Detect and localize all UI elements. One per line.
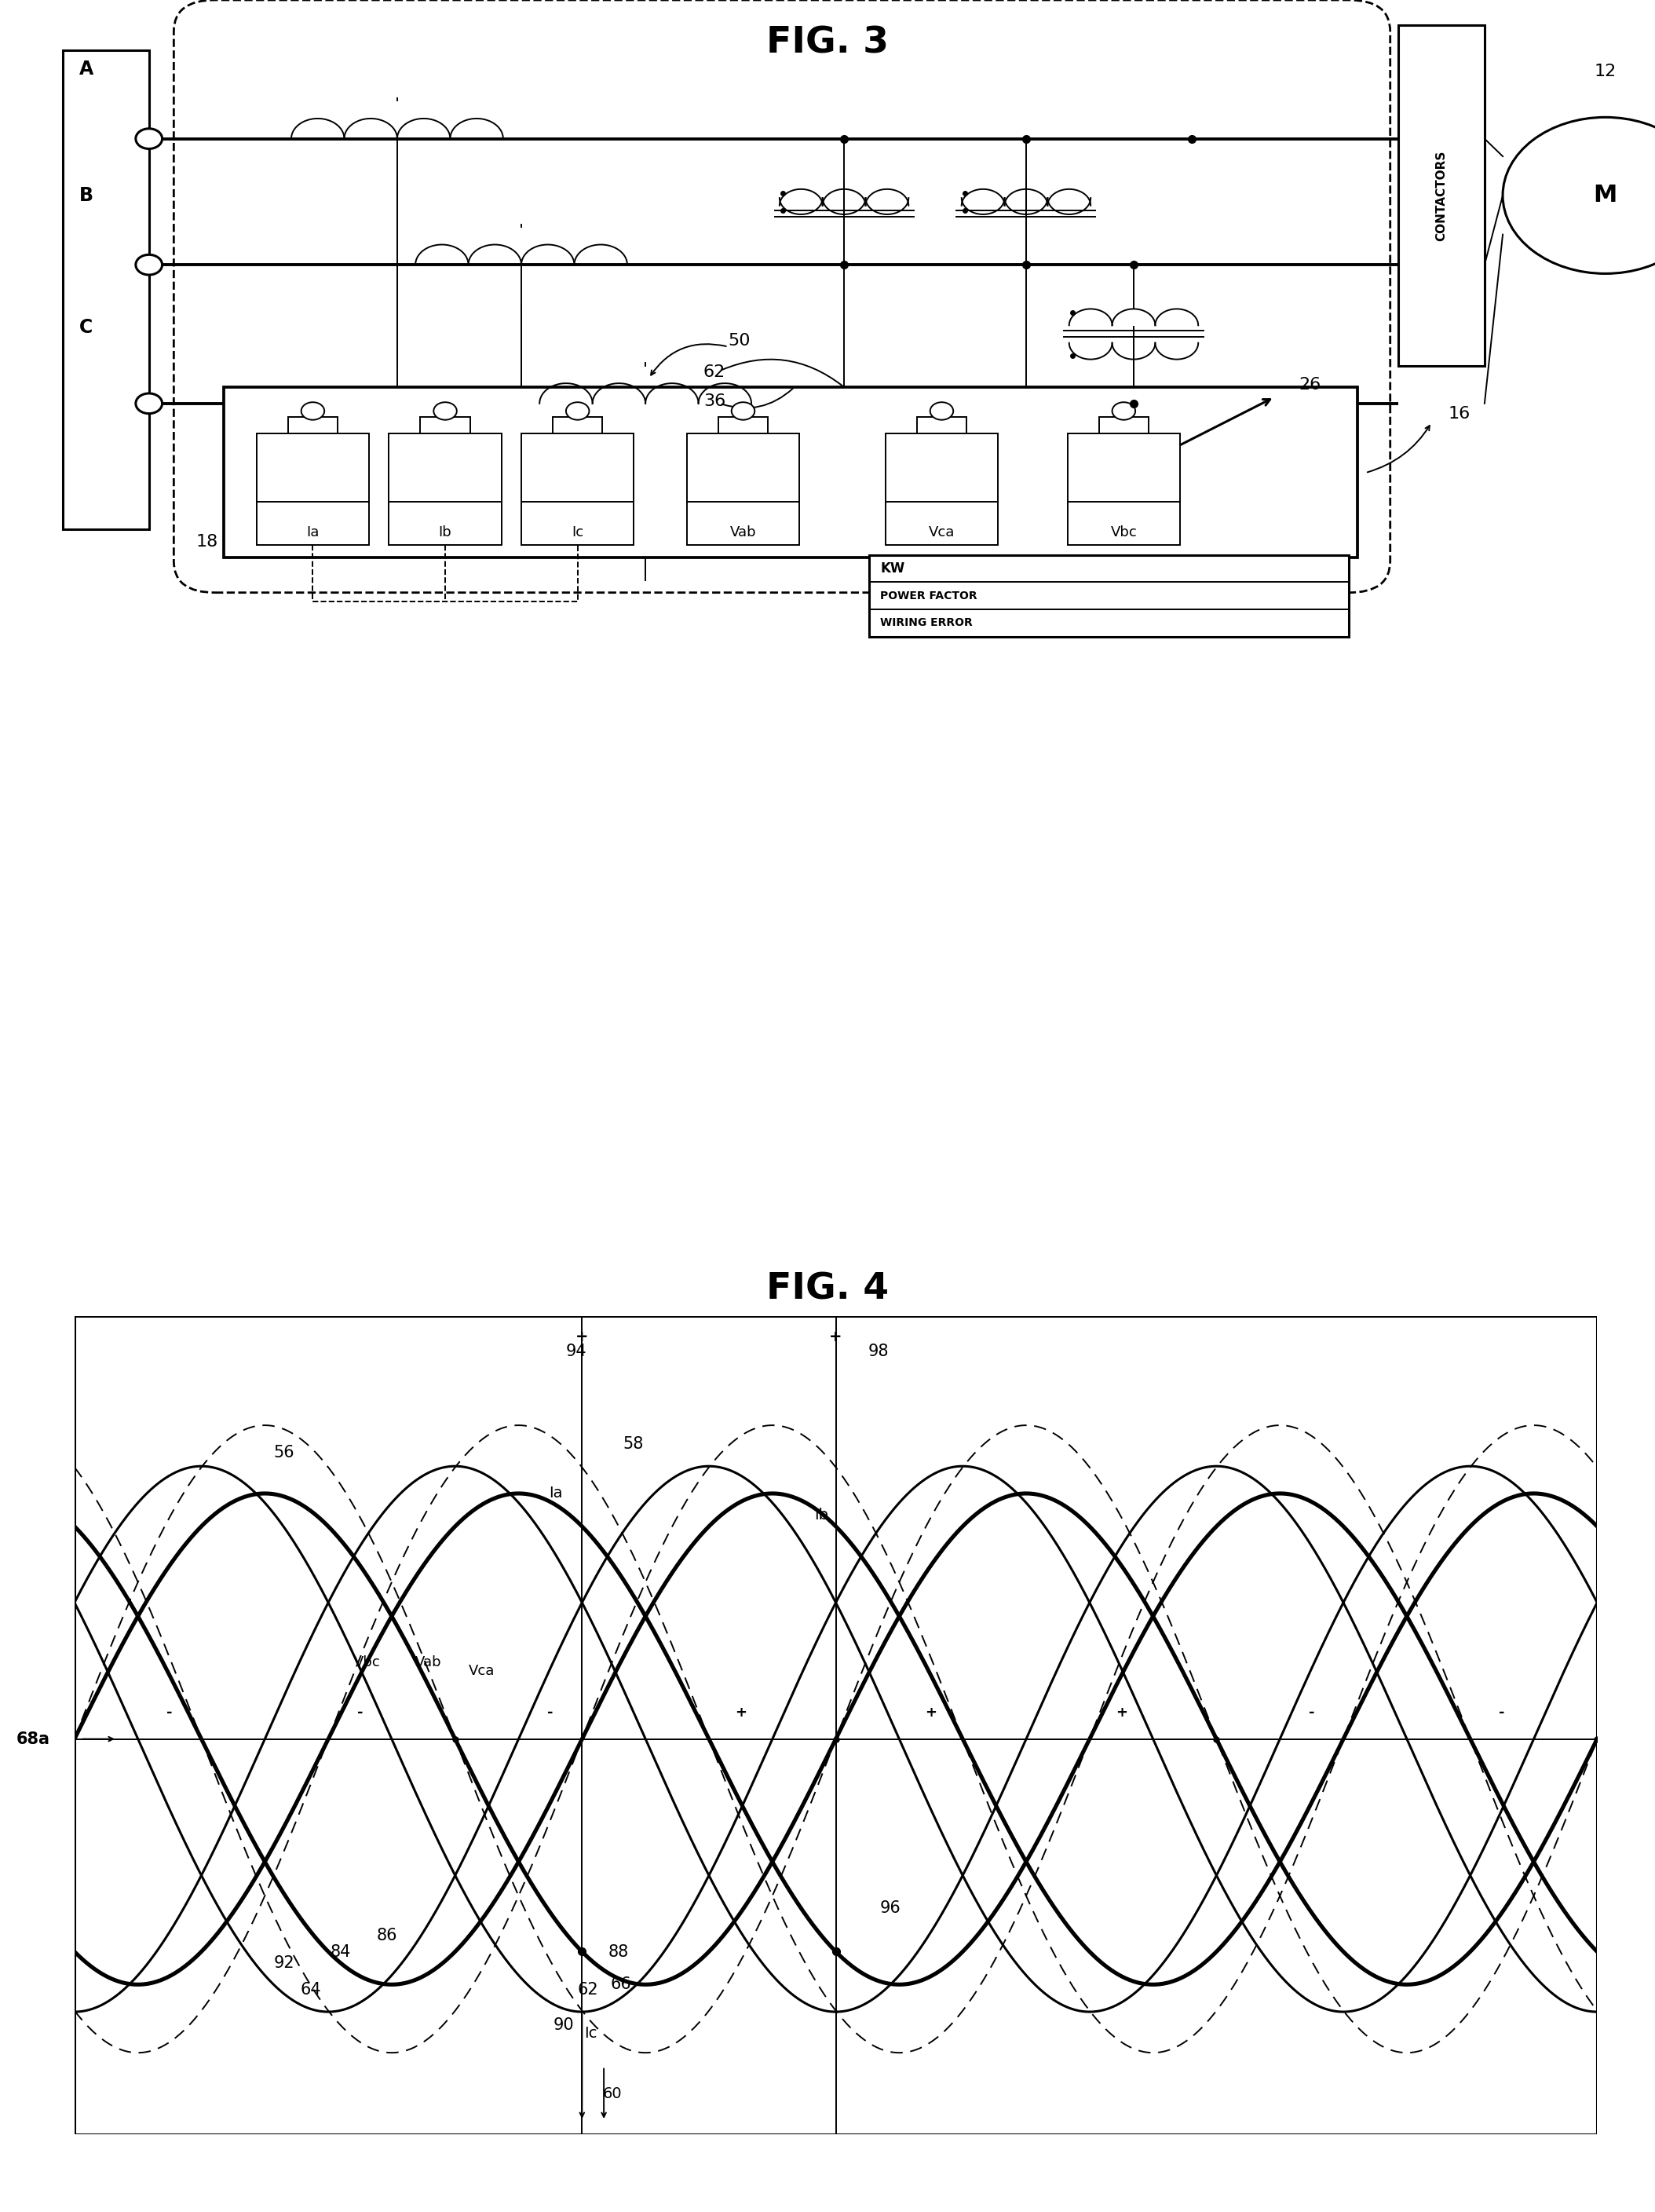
Bar [885,434,998,544]
Text: FIG. 4: FIG. 4 [766,1272,889,1307]
Text: -: - [1309,1705,1314,1721]
Text: Vca: Vca [928,526,955,540]
Text: Vca: Vca [468,1663,495,1679]
Bar [553,418,602,434]
Text: CONTACTORS: CONTACTORS [1435,150,1448,241]
Text: POWER FACTOR: POWER FACTOR [880,591,978,602]
Text: -: - [167,1705,172,1721]
Text: 98: 98 [867,1343,889,1360]
Text: Ia: Ia [548,1486,563,1502]
Circle shape [434,403,457,420]
Text: 16: 16 [1448,405,1470,422]
Text: FIG. 3: FIG. 3 [766,24,889,60]
Text: Ib: Ib [439,526,452,540]
Text: 62: 62 [578,1982,599,1997]
Text: 84: 84 [331,1944,351,1960]
Bar [1067,434,1180,544]
Text: +: + [735,1705,746,1721]
Text: 66: 66 [611,1978,631,1993]
Circle shape [136,128,162,148]
Text: Vbc: Vbc [354,1655,381,1670]
Text: Ic: Ic [584,2026,597,2042]
Text: 90: 90 [553,2017,574,2033]
Text: C: C [79,319,93,336]
Circle shape [136,394,162,414]
Bar [521,434,634,544]
Text: 86: 86 [376,1927,397,1944]
Text: Ia: Ia [306,526,319,540]
Bar [869,555,1349,637]
Circle shape [732,403,755,420]
Bar [718,418,768,434]
Text: Ic: Ic [571,526,584,540]
Text: +: + [1115,1705,1127,1721]
Circle shape [1112,403,1135,420]
Circle shape [136,254,162,274]
Text: +: + [829,1329,842,1345]
Text: -: - [548,1705,553,1721]
Circle shape [301,403,324,420]
Text: Ib: Ib [814,1509,828,1522]
Text: Vbc: Vbc [1111,526,1137,540]
Bar [288,418,338,434]
Text: 60: 60 [602,2086,622,2101]
Text: -: - [357,1705,362,1721]
Bar [63,51,149,529]
Text: +: + [925,1705,937,1721]
Text: 64: 64 [300,1982,321,1997]
Text: Vab: Vab [730,526,756,540]
Circle shape [930,403,953,420]
Text: 18: 18 [195,535,218,551]
Text: 50: 50 [728,332,751,347]
Text: 96: 96 [880,1900,900,1916]
Text: 62: 62 [703,365,725,380]
Bar [917,418,967,434]
Text: 12: 12 [1594,64,1617,80]
Text: 68a: 68a [17,1732,50,1747]
Text: 36: 36 [703,394,725,409]
Text: KW: KW [880,562,905,575]
Text: 58: 58 [622,1436,644,1453]
Text: 56: 56 [273,1444,295,1460]
Text: A: A [79,60,93,80]
Bar [223,387,1357,557]
Text: 26: 26 [1299,376,1321,392]
Text: Vab: Vab [415,1655,442,1670]
Text: +: + [576,1329,589,1345]
Text: 94: 94 [566,1343,586,1360]
Bar [1099,418,1149,434]
Text: 92: 92 [273,1955,295,1971]
Text: -: - [1499,1705,1504,1721]
Bar [257,434,369,544]
Bar [389,434,501,544]
Bar [420,418,470,434]
Text: B: B [79,186,93,206]
Text: WIRING ERROR: WIRING ERROR [880,617,973,628]
Bar [687,434,799,544]
Circle shape [566,403,589,420]
Text: M: M [1594,184,1617,206]
Text: 88: 88 [607,1944,629,1960]
Circle shape [1503,117,1655,274]
Bar [1398,24,1485,365]
